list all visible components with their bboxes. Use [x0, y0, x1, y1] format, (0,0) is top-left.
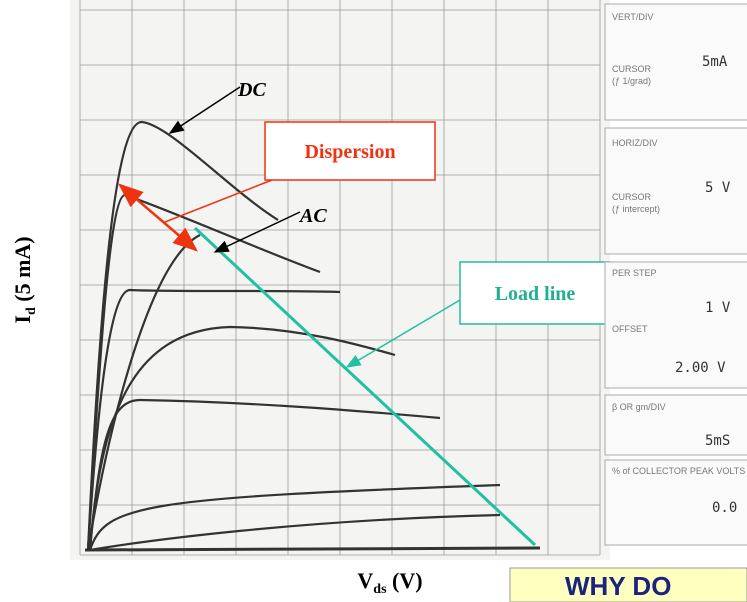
panel-header: HORIZ/DIV: [612, 138, 658, 148]
panel-value: 5mA: [702, 54, 728, 70]
panel-header: β OR gm/DIV: [612, 402, 666, 412]
panel-value: 5mS: [705, 433, 730, 449]
panel-label: CURSOR: [612, 64, 652, 74]
panel-value: 5 V: [705, 180, 731, 196]
dc-label: DC: [237, 79, 266, 101]
panel-label: CURSOR: [612, 192, 652, 202]
x-axis-label: Vds (V): [357, 568, 422, 597]
load-line-label: Load line: [495, 283, 576, 305]
panel-header: VERT/DIV: [612, 12, 653, 22]
panel-value: 0.0: [712, 500, 737, 516]
figure: DC AC Dispersion Load line Id (5 mA) Vds…: [0, 0, 747, 602]
panel-header: PER STEP: [612, 268, 657, 278]
control-panel: VERT/DIV CURSOR (ƒ 1/grad) 5mA HORIZ/DIV…: [605, 4, 747, 545]
y-axis-label: Id (5 mA): [10, 236, 39, 323]
ac-label: AC: [298, 205, 327, 227]
dispersion-label: Dispersion: [304, 141, 395, 163]
panel-sublabel: (ƒ intercept): [612, 204, 660, 214]
panel-value: 1 V: [705, 300, 731, 316]
panel-header: % of COLLECTOR PEAK VOLTS: [612, 466, 745, 476]
panel-header: OFFSET: [612, 324, 648, 334]
panel-value: 2.00 V: [675, 360, 726, 376]
banner-text: WHY DO: [565, 571, 671, 601]
panel-sublabel: (ƒ 1/grad): [612, 76, 651, 86]
